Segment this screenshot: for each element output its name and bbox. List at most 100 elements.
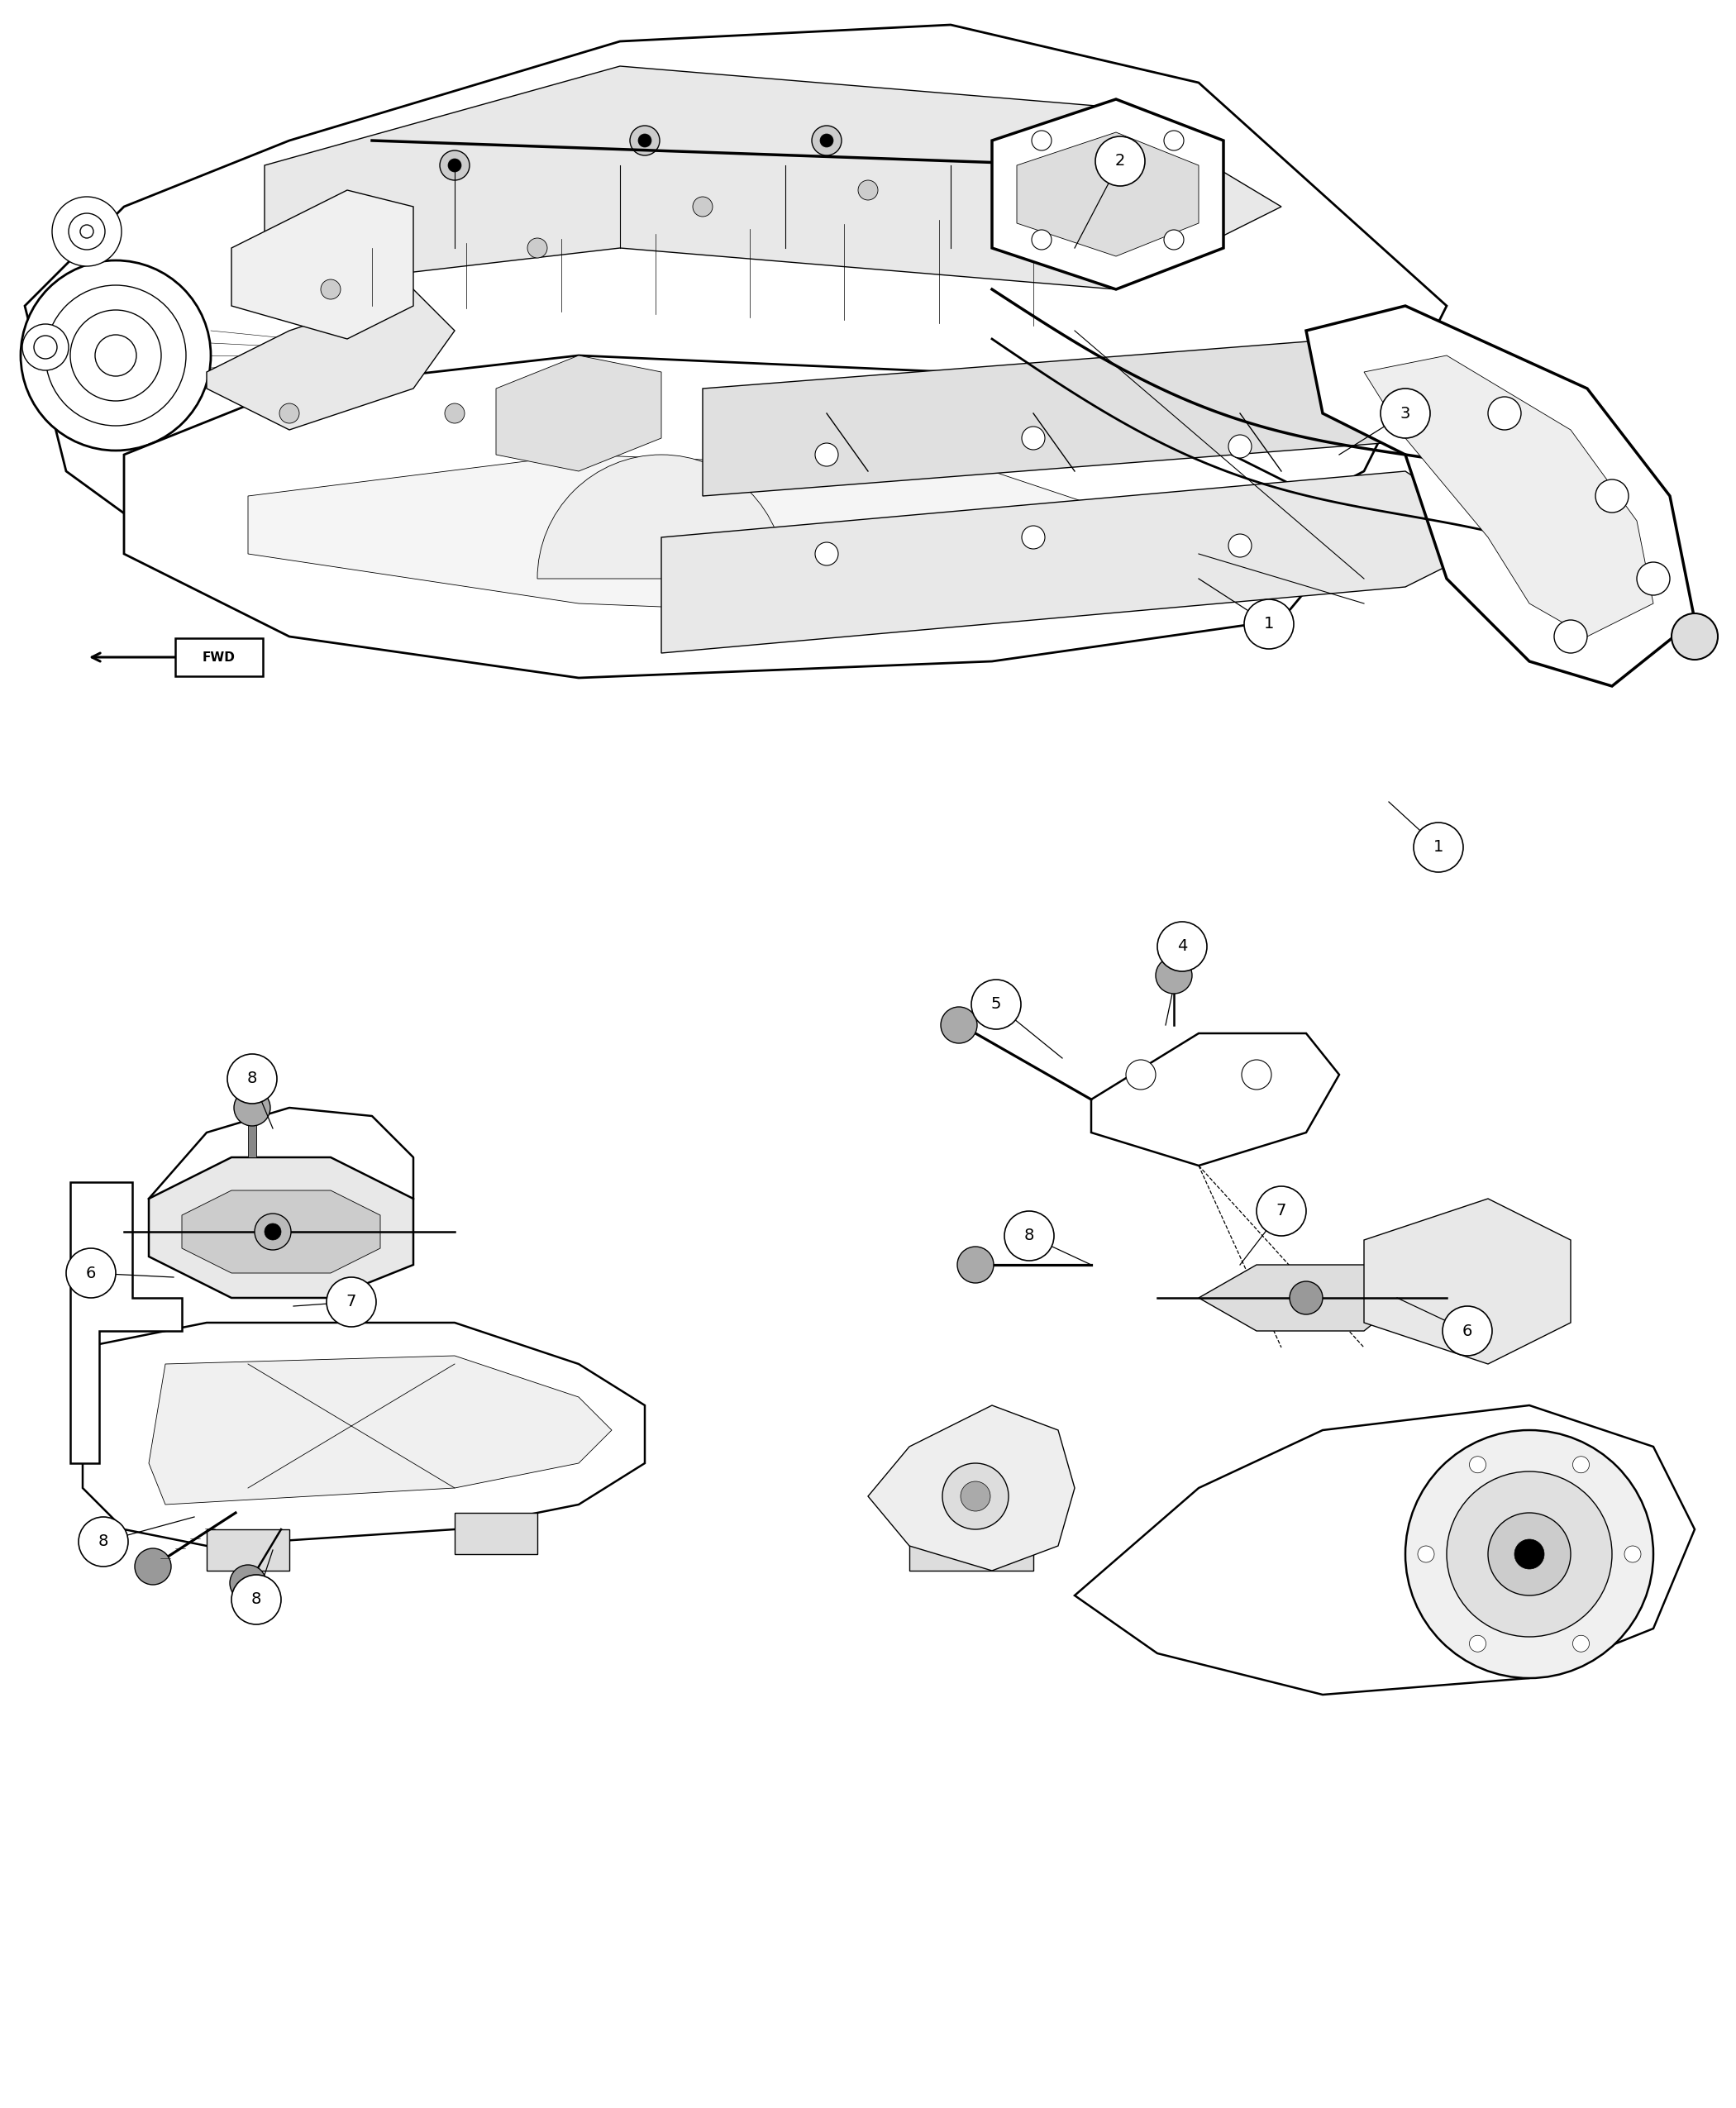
Circle shape xyxy=(23,325,69,371)
Circle shape xyxy=(1023,525,1045,548)
Circle shape xyxy=(941,1008,977,1043)
Circle shape xyxy=(135,1549,172,1585)
Text: 4: 4 xyxy=(1177,938,1187,955)
Text: 8: 8 xyxy=(247,1071,257,1086)
Text: 6: 6 xyxy=(1462,1324,1472,1339)
Circle shape xyxy=(229,1564,266,1602)
Circle shape xyxy=(1031,131,1052,150)
Circle shape xyxy=(1443,1307,1493,1355)
Circle shape xyxy=(52,196,122,266)
Polygon shape xyxy=(231,190,413,339)
Text: 6: 6 xyxy=(85,1265,95,1282)
Circle shape xyxy=(1554,620,1587,653)
Circle shape xyxy=(1241,1060,1271,1090)
Circle shape xyxy=(227,1054,278,1105)
Circle shape xyxy=(95,335,137,375)
Polygon shape xyxy=(1364,1199,1571,1364)
Circle shape xyxy=(279,403,299,424)
Circle shape xyxy=(812,126,842,156)
Polygon shape xyxy=(455,1514,538,1554)
Text: 8: 8 xyxy=(1024,1229,1035,1244)
Text: 1: 1 xyxy=(1264,616,1274,632)
Circle shape xyxy=(78,1518,128,1566)
Polygon shape xyxy=(207,1528,290,1570)
Circle shape xyxy=(21,261,210,451)
Circle shape xyxy=(80,226,94,238)
Circle shape xyxy=(1245,599,1293,649)
Circle shape xyxy=(1418,1545,1434,1562)
Circle shape xyxy=(66,1248,116,1299)
Polygon shape xyxy=(24,25,1446,653)
Circle shape xyxy=(1573,1636,1588,1653)
Circle shape xyxy=(1095,137,1146,186)
Polygon shape xyxy=(910,1528,1033,1570)
Polygon shape xyxy=(703,331,1529,495)
Circle shape xyxy=(816,443,838,466)
Text: 8: 8 xyxy=(252,1592,262,1608)
Circle shape xyxy=(1469,1457,1486,1473)
Text: 8: 8 xyxy=(99,1535,108,1549)
Circle shape xyxy=(1469,1636,1486,1653)
Polygon shape xyxy=(1017,133,1198,257)
Circle shape xyxy=(960,1482,990,1511)
Polygon shape xyxy=(182,1191,380,1273)
Text: 2: 2 xyxy=(1115,154,1125,169)
Polygon shape xyxy=(1305,306,1694,685)
Circle shape xyxy=(234,1090,271,1126)
Circle shape xyxy=(1002,175,1016,188)
Circle shape xyxy=(255,1214,292,1250)
Text: FWD: FWD xyxy=(203,651,236,664)
Circle shape xyxy=(1257,1187,1305,1235)
Polygon shape xyxy=(1198,1265,1406,1330)
Polygon shape xyxy=(248,1115,257,1157)
Text: 7: 7 xyxy=(345,1294,356,1309)
Polygon shape xyxy=(1364,356,1653,637)
Circle shape xyxy=(1127,1060,1156,1090)
Polygon shape xyxy=(1092,1033,1338,1166)
Circle shape xyxy=(326,1277,377,1326)
Text: 7: 7 xyxy=(1276,1204,1286,1218)
Polygon shape xyxy=(123,356,1364,679)
Circle shape xyxy=(1625,1545,1641,1562)
Circle shape xyxy=(1163,131,1184,150)
Polygon shape xyxy=(991,99,1224,289)
Circle shape xyxy=(1290,1282,1323,1315)
Circle shape xyxy=(69,213,104,249)
Circle shape xyxy=(444,403,465,424)
Circle shape xyxy=(1672,613,1719,660)
Circle shape xyxy=(231,1575,281,1625)
Circle shape xyxy=(1031,230,1052,249)
Circle shape xyxy=(1229,434,1252,457)
FancyBboxPatch shape xyxy=(175,639,262,677)
Polygon shape xyxy=(69,1183,182,1463)
Circle shape xyxy=(1595,479,1628,512)
Circle shape xyxy=(1637,563,1670,594)
Circle shape xyxy=(993,167,1024,196)
Circle shape xyxy=(35,335,57,358)
Circle shape xyxy=(693,196,712,217)
Polygon shape xyxy=(868,1406,1075,1570)
Circle shape xyxy=(1380,388,1430,438)
Circle shape xyxy=(1446,1471,1613,1636)
Polygon shape xyxy=(496,356,661,472)
Circle shape xyxy=(439,150,469,179)
Circle shape xyxy=(1488,396,1521,430)
Text: 5: 5 xyxy=(991,997,1002,1012)
Circle shape xyxy=(816,542,838,565)
Circle shape xyxy=(69,310,161,401)
Circle shape xyxy=(1023,426,1045,449)
Polygon shape xyxy=(264,65,1281,289)
Circle shape xyxy=(448,158,462,173)
Circle shape xyxy=(972,980,1021,1029)
Polygon shape xyxy=(1075,1406,1694,1695)
Text: 3: 3 xyxy=(1401,405,1410,422)
Circle shape xyxy=(1156,957,1193,993)
Circle shape xyxy=(1005,1212,1054,1261)
Polygon shape xyxy=(207,289,455,430)
Circle shape xyxy=(1406,1429,1653,1678)
Circle shape xyxy=(1413,822,1463,873)
Polygon shape xyxy=(149,1355,611,1505)
Circle shape xyxy=(264,1223,281,1240)
Polygon shape xyxy=(248,455,1240,620)
Text: 1: 1 xyxy=(1434,839,1444,856)
